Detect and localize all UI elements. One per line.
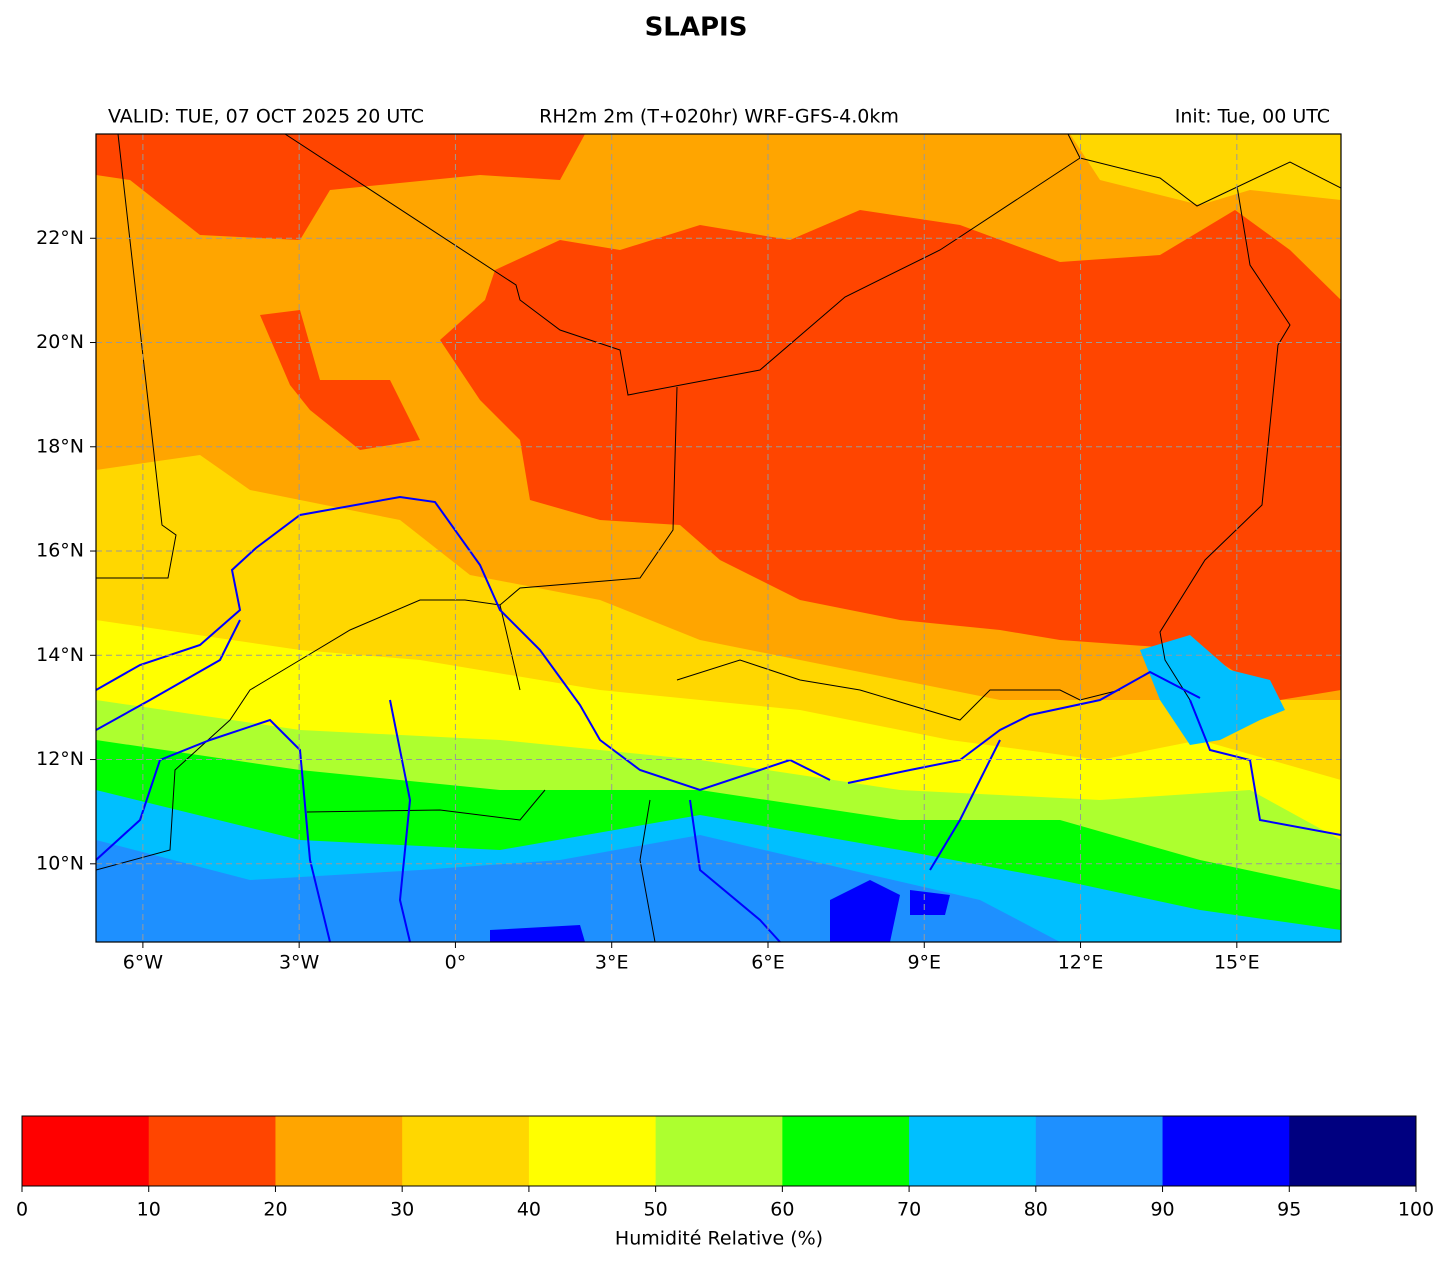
field-label: RH2m 2m (T+020hr) WRF-GFS-4.0km	[539, 106, 899, 128]
x-tick-label: 12°E	[1058, 952, 1104, 974]
colorbar-tick-label: 0	[16, 1199, 28, 1221]
x-tick-label: 0°	[445, 952, 467, 974]
colorbar-segment	[1035, 1116, 1164, 1186]
colorbar-label: Humidité Relative (%)	[615, 1228, 823, 1250]
y-tick-label: 20°N	[36, 331, 84, 353]
colorbar-tick-label: 100	[1398, 1199, 1434, 1221]
x-tick-label: 6°W	[123, 952, 164, 974]
country-border	[96, 134, 1341, 942]
colorbar-tick-label: 80	[1024, 1199, 1048, 1221]
colorbar-segment	[909, 1116, 1037, 1186]
y-tick-label: 22°N	[36, 227, 84, 249]
x-tick-label: 3°W	[279, 952, 320, 974]
colorbar-segment	[782, 1116, 910, 1186]
river	[96, 495, 1341, 942]
y-tick-label: 18°N	[36, 435, 84, 457]
axes: 6°W 3°W 0° 3°E 6°E 9°E 12°E 15°E 10°N 12°N 14°N 16°…	[36, 134, 1341, 974]
colorbar-tick-label: 10	[137, 1199, 161, 1221]
x-tick-label: 9°E	[907, 952, 941, 974]
colorbar-tick-label: 20	[263, 1199, 287, 1221]
map	[96, 134, 1341, 942]
y-tick-label: 14°N	[36, 644, 84, 666]
rh-field	[96, 835, 1060, 942]
colorbar-segment	[1162, 1116, 1290, 1186]
rh-field	[1070, 134, 1341, 205]
colorbar: 0 10 20 30 40 50 60 70 80 90 95 100	[16, 1115, 1434, 1221]
map-frame	[95, 133, 1342, 943]
rh-field	[96, 134, 585, 240]
colorbar-frame	[21, 1115, 1417, 1187]
colorbar-tick-label: 90	[1150, 1199, 1174, 1221]
colorbar-segment	[22, 1116, 150, 1186]
colorbar-tick-label: 30	[390, 1199, 414, 1221]
colorbar-segment	[275, 1116, 403, 1186]
colorbar-segment	[655, 1116, 783, 1186]
valid-time: VALID: TUE, 07 OCT 2025 20 UTC	[108, 106, 424, 128]
y-tick-label: 10°N	[36, 852, 84, 874]
rh-field	[1140, 635, 1285, 745]
y-tick-label: 12°N	[36, 748, 84, 770]
rh-field	[260, 310, 420, 450]
rh-field	[490, 880, 950, 942]
x-tick-label: 6°E	[751, 952, 785, 974]
colorbar-segment	[148, 1116, 276, 1186]
colorbar-segment	[1289, 1116, 1417, 1186]
y-tick-label: 16°N	[36, 540, 84, 562]
x-tick-label: 15°E	[1214, 952, 1260, 974]
colorbar-segment	[528, 1116, 657, 1186]
init-time: Init: Tue, 00 UTC	[1175, 106, 1330, 128]
colorbar-tick-label: 50	[644, 1199, 668, 1221]
x-tick-label: 3°E	[595, 952, 629, 974]
colorbar-segment	[402, 1116, 530, 1186]
colorbar-tick-label: 40	[517, 1199, 541, 1221]
colorbar-tick-label: 95	[1277, 1199, 1301, 1221]
colorbar-tick-label: 60	[770, 1199, 794, 1221]
rh-field	[440, 210, 1341, 700]
title: SLAPIS	[645, 13, 748, 43]
colorbar-tick-label: 70	[897, 1199, 921, 1221]
